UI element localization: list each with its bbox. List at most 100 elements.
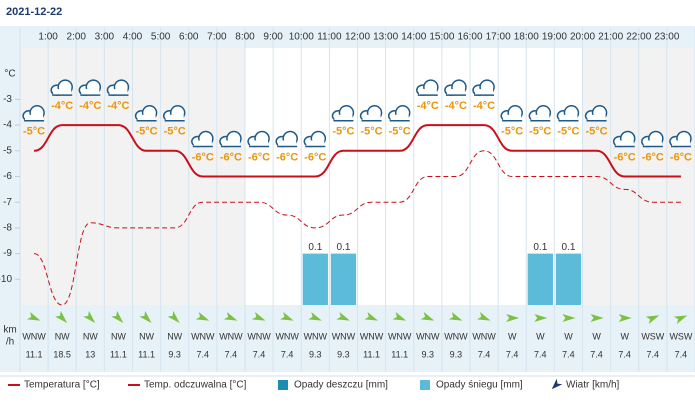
wind-direction: WSW [669, 331, 692, 341]
wind-speed: 7.4 [253, 349, 266, 359]
wind-direction: W [536, 331, 545, 341]
wind-axis-label: km [3, 325, 16, 336]
temperature-label: -6°C [614, 151, 636, 163]
weather-icon [78, 79, 102, 96]
precip-label: 0.1 [561, 242, 575, 253]
precip-label: 0.1 [336, 242, 350, 253]
legend-label: Opady deszczu [mm] [294, 380, 388, 391]
hour-label: 19:00 [542, 32, 567, 43]
cloud-part [531, 114, 550, 121]
hour-label: 4:00 [123, 32, 143, 43]
hour-label: 16:00 [457, 32, 482, 43]
cloud-part [165, 114, 184, 121]
cloud-part [81, 89, 100, 96]
cloud-part [559, 114, 578, 121]
cloud-part [250, 140, 269, 147]
weather-icon [247, 130, 270, 148]
temperature-label: -5°C [389, 126, 411, 138]
cloud-part [306, 140, 325, 147]
weather-icon [303, 130, 327, 148]
wind-direction: WNW [275, 331, 299, 341]
wind-arrow [111, 310, 124, 323]
wind-arrow [506, 314, 520, 322]
cloud-part [334, 114, 353, 121]
wind-arrow [420, 312, 435, 321]
wind-arrow [476, 312, 491, 321]
cloud-part [587, 114, 606, 121]
wind-arrow [562, 314, 576, 322]
precip-label: 0.1 [308, 242, 322, 253]
wind-arrow [223, 312, 238, 321]
wind-direction: WNW [472, 331, 496, 341]
weather-icon [612, 130, 636, 148]
wind-speed: 7.4 [197, 349, 210, 359]
wind-speed: 7.4 [647, 349, 660, 359]
weather-icon [106, 79, 130, 96]
wind-speed: 7.4 [590, 349, 603, 359]
temperature-label: -4°C [445, 100, 467, 112]
wind-speed: 18.5 [53, 349, 71, 359]
cloud-part [25, 114, 44, 121]
hour-label: 22:00 [626, 32, 651, 43]
cloud-part [475, 89, 494, 96]
wind-arrow [336, 312, 350, 321]
hour-label: 5:00 [151, 32, 171, 43]
wind-arrow [139, 310, 152, 323]
wind-direction: WNW [304, 331, 328, 341]
cloud-part [109, 89, 128, 96]
y-tick-label: -3 [3, 94, 12, 105]
wind-direction: NW [167, 331, 182, 341]
cloud-part [418, 89, 437, 96]
weather-icon [387, 105, 411, 122]
temperature-label: -4°C [473, 100, 495, 112]
cloud-part [362, 114, 381, 121]
wind-direction: WNW [22, 331, 46, 341]
wind-direction: WNW [247, 331, 271, 341]
wind-arrow [618, 314, 632, 322]
y-tick-label: -5 [3, 145, 12, 156]
wind-arrow [280, 312, 294, 321]
wind-direction: W [564, 331, 573, 341]
legend-label: Temp. odczuwalna [°C] [144, 380, 247, 391]
wind-direction: WNW [219, 331, 243, 341]
wind-speed: 9.3 [168, 349, 181, 359]
wind-direction: WNW [388, 331, 412, 341]
cloud-part [671, 140, 690, 147]
legend-swatch [420, 380, 430, 390]
weather-icon [472, 79, 495, 96]
precip-label: 0.1 [533, 242, 547, 253]
wind-direction: W [592, 331, 601, 341]
wind-arrow [645, 315, 660, 324]
wind-speed: 7.4 [675, 349, 688, 359]
temperature-label: -6°C [192, 151, 214, 163]
wind-direction: WSW [641, 331, 664, 341]
cloud-part [390, 114, 409, 121]
y-tick-label: -6 [3, 171, 12, 182]
hour-label: 10:00 [289, 32, 314, 43]
hour-label: 14:00 [401, 32, 426, 43]
wind-speed: 7.4 [506, 349, 519, 359]
weather-icon [669, 130, 692, 148]
weather-icon [275, 130, 298, 148]
weather-icon [50, 79, 73, 96]
cloud-part [193, 140, 212, 147]
hour-label: 15:00 [429, 32, 454, 43]
weather-icon [528, 105, 552, 122]
weather-icon [500, 105, 523, 122]
legend-label: Opady śniegu [mm] [436, 380, 523, 391]
hour-label: 11:00 [317, 32, 342, 43]
y-tick-label: -10 [0, 274, 12, 285]
wind-speed: 9.3 [309, 349, 322, 359]
wind-arrow [55, 310, 68, 323]
y-tick-label: -8 [3, 223, 12, 234]
hour-label: 6:00 [179, 32, 199, 43]
wind-speed: 11.1 [138, 349, 155, 359]
cloud-part [643, 140, 662, 147]
hour-label: 2:00 [67, 32, 87, 43]
weather-icon [359, 105, 383, 122]
precip-bar [527, 253, 553, 305]
weather-icon [22, 105, 45, 122]
hour-label: 23:00 [654, 32, 679, 43]
hour-label: 1:00 [38, 32, 58, 43]
wind-direction: WNW [191, 331, 215, 341]
